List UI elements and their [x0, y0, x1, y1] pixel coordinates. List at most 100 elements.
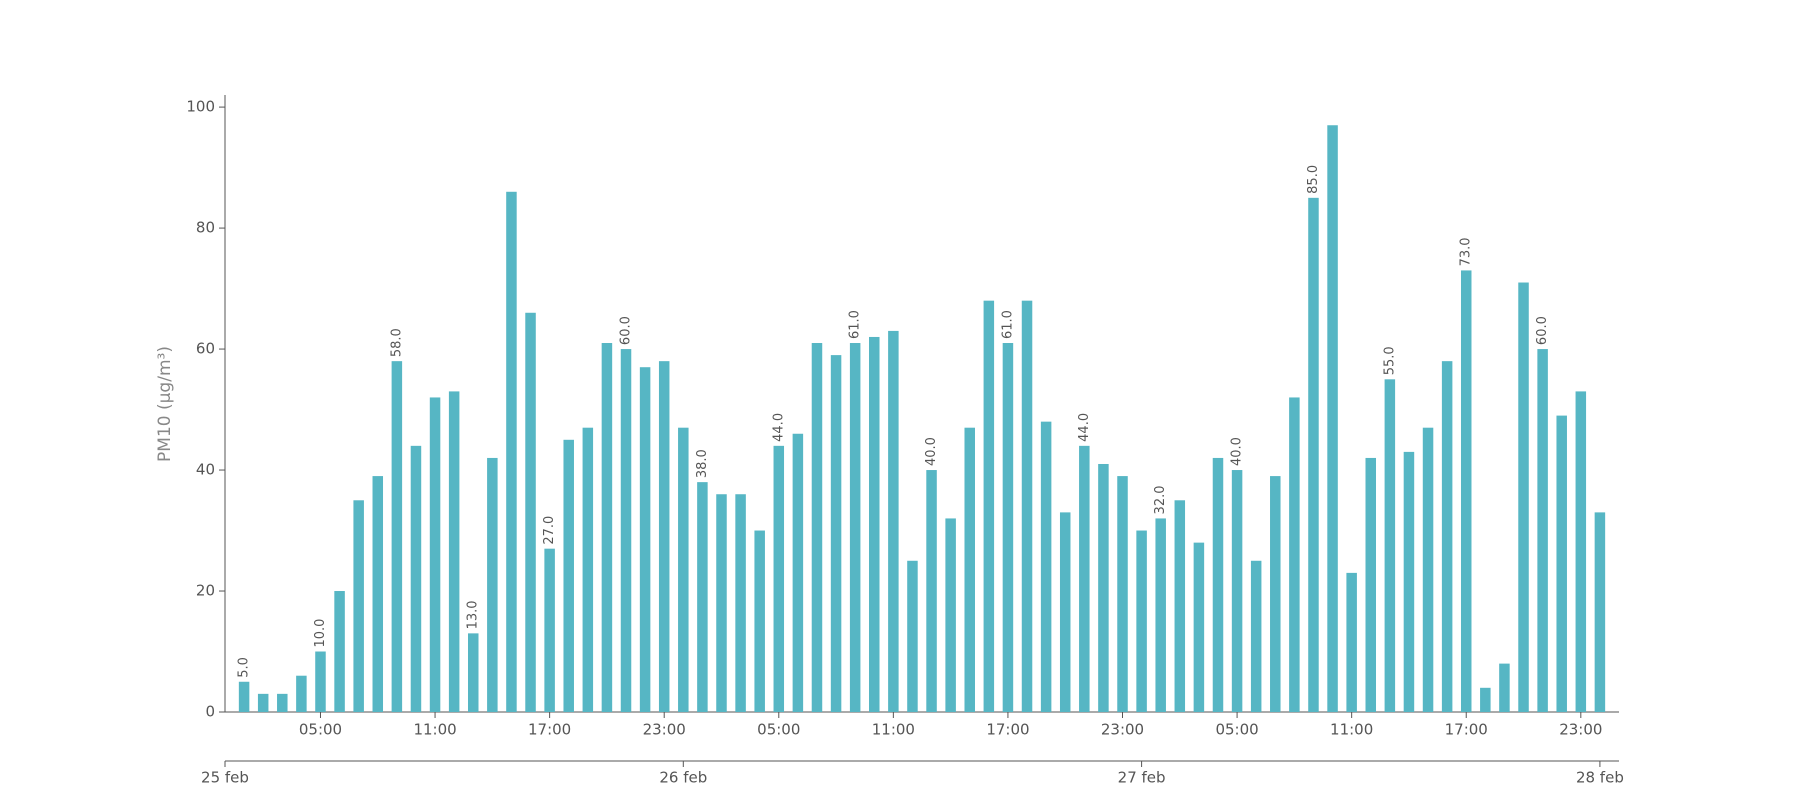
- y-tick-label: 80: [196, 219, 215, 237]
- x-tick-label: 23:00: [643, 721, 686, 739]
- bar: [1441, 361, 1453, 712]
- bar: [1499, 663, 1510, 712]
- bar: [1384, 379, 1396, 712]
- value-label: 85.0: [1306, 165, 1321, 194]
- y-tick-label: 100: [186, 98, 215, 116]
- bar: [1212, 457, 1224, 712]
- y-tick-label: 60: [196, 340, 215, 358]
- x-tick-label: 05:00: [1215, 721, 1258, 739]
- value-label: 13.0: [466, 600, 481, 629]
- bar: [1155, 518, 1166, 712]
- x-tick-label: 23:00: [1101, 721, 1144, 739]
- bar: [1136, 530, 1147, 712]
- bar: [544, 548, 555, 712]
- bar: [1040, 421, 1052, 712]
- bar: [448, 391, 460, 712]
- value-label: 38.0: [695, 449, 710, 478]
- bar: [1308, 197, 1319, 713]
- value-label: 5.0: [237, 657, 252, 678]
- value-label: 55.0: [1382, 346, 1397, 375]
- bar: [735, 494, 746, 712]
- bar: [334, 591, 345, 712]
- bar: [487, 457, 498, 712]
- bar: [1346, 572, 1357, 712]
- bar: [1594, 512, 1606, 712]
- value-label: 60.0: [1535, 316, 1550, 345]
- bar: [353, 500, 364, 712]
- bar: [1460, 270, 1472, 712]
- bar: [582, 427, 594, 712]
- value-label: 44.0: [771, 413, 786, 442]
- bar: [658, 361, 670, 712]
- bar: [467, 633, 479, 712]
- y-tick-label: 20: [196, 582, 215, 600]
- bar: [1231, 470, 1243, 712]
- bar: [792, 433, 804, 712]
- bar: [926, 470, 937, 712]
- x-tick-label: 05:00: [757, 721, 800, 739]
- bar: [716, 494, 727, 712]
- bar: [1365, 457, 1377, 712]
- bar: [869, 336, 880, 712]
- bar: [563, 439, 574, 712]
- value-label: 61.0: [1000, 310, 1015, 339]
- date-tick-label: 26 feb: [659, 769, 707, 787]
- bar: [277, 693, 288, 712]
- bar: [639, 367, 651, 712]
- bar: [945, 518, 956, 712]
- bar: [983, 300, 995, 712]
- bar: [1250, 560, 1262, 712]
- date-tick-label: 27 feb: [1118, 769, 1166, 787]
- bar: [391, 361, 403, 712]
- bar: [1174, 500, 1186, 712]
- date-tick-label: 28 feb: [1576, 769, 1624, 787]
- y-tick-label: 0: [205, 703, 215, 721]
- x-tick-label: 11:00: [413, 721, 456, 739]
- bar: [888, 330, 899, 712]
- bar: [1480, 687, 1491, 712]
- bar: [1098, 463, 1109, 712]
- x-tick-label: 11:00: [1330, 721, 1373, 739]
- bar: [1518, 282, 1529, 712]
- bar: [830, 355, 842, 712]
- bar: [773, 445, 785, 712]
- bar: [811, 343, 823, 712]
- bar: [1422, 427, 1434, 712]
- bar: [601, 343, 613, 712]
- value-label: 73.0: [1459, 237, 1474, 266]
- bar: [506, 191, 517, 713]
- x-tick-label: 11:00: [872, 721, 915, 739]
- bar: [1117, 476, 1128, 712]
- x-tick-label: 17:00: [528, 721, 571, 739]
- value-label: 27.0: [542, 516, 557, 545]
- bar: [238, 681, 250, 712]
- x-tick-label: 05:00: [299, 721, 342, 739]
- bar: [964, 427, 975, 712]
- bar: [1403, 451, 1415, 712]
- bar: [1059, 512, 1071, 712]
- y-axis-label: PM10 (μg/m³): [155, 346, 175, 462]
- bar: [1193, 542, 1205, 712]
- value-label: 40.0: [924, 437, 939, 466]
- value-label: 60.0: [619, 316, 634, 345]
- bar: [296, 675, 307, 712]
- bar: [1002, 343, 1014, 712]
- value-label: 40.0: [1230, 437, 1245, 466]
- bar: [315, 651, 326, 712]
- bar: [257, 693, 269, 712]
- x-tick-label: 17:00: [986, 721, 1029, 739]
- bar: [429, 397, 441, 712]
- bar: [1575, 391, 1587, 712]
- bar: [1079, 445, 1090, 712]
- bar: [678, 427, 689, 712]
- bar: [1327, 125, 1338, 712]
- value-label: 10.0: [313, 619, 328, 648]
- bar: [410, 445, 422, 712]
- x-tick-label: 23:00: [1559, 721, 1602, 739]
- value-label: 61.0: [848, 310, 863, 339]
- bar: [1021, 300, 1033, 712]
- bar: [1556, 415, 1567, 712]
- x-tick-label: 17:00: [1445, 721, 1488, 739]
- bar: [1270, 476, 1281, 712]
